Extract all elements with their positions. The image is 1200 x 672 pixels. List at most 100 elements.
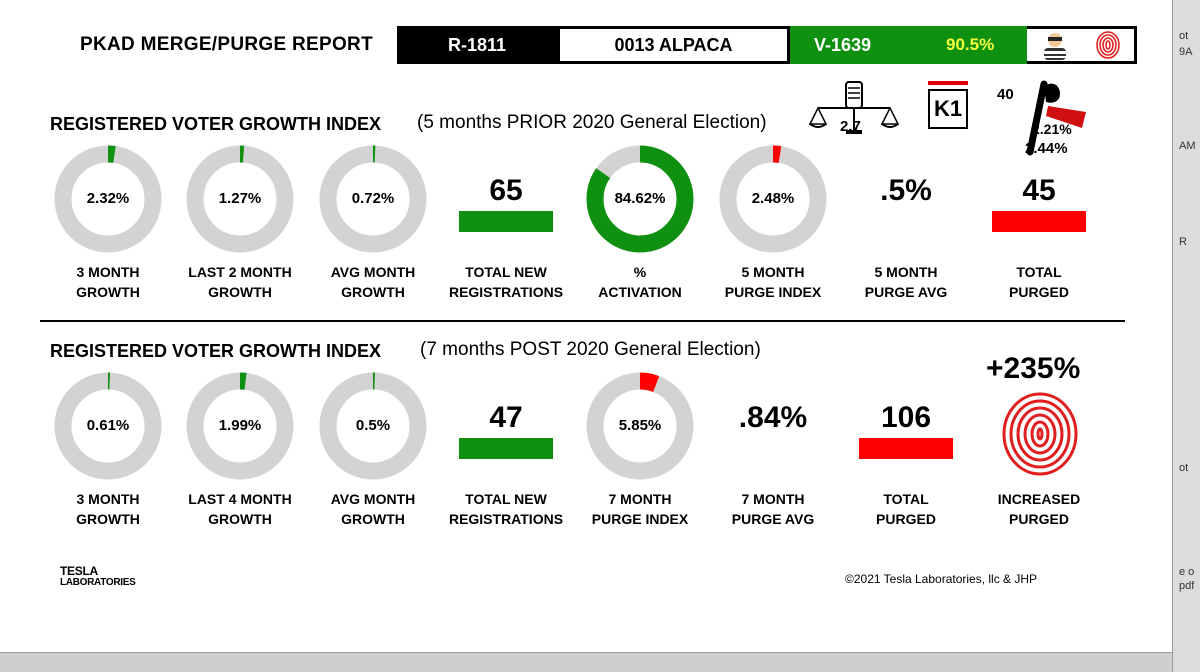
section-divider	[40, 320, 1125, 322]
flag-pct-1: 2.21%	[1032, 121, 1072, 137]
side-tab-1[interactable]: ot	[1179, 30, 1189, 42]
post-metric-1-caption: 3 MONTH GROWTH	[38, 489, 178, 529]
prior-metric-8-caption: TOTAL PURGED	[969, 262, 1109, 302]
r-code-box: R-1811	[397, 26, 557, 64]
prior-metric-6-value: 2.48%	[751, 190, 795, 207]
post-metric-5-caption-line2: PURGE INDEX	[591, 511, 689, 527]
post-metric-1-value: 0.61%	[86, 417, 130, 434]
post-metric-4-caption-line1: TOTAL NEW	[465, 491, 547, 507]
post-metric-7-bar	[859, 438, 953, 459]
prior-metric-2-value: 1.27%	[218, 190, 262, 207]
post-metric-3-caption-line1: AVG MONTH	[330, 491, 416, 507]
prior-metric-4-caption-line2: REGISTRATIONS	[448, 284, 564, 300]
prior-metric-2-caption: LAST 2 MONTH GROWTH	[170, 262, 310, 302]
post-metric-6-caption-line2: PURGE AVG	[731, 511, 815, 527]
post-metric-8-caption-line2: PURGED	[1009, 511, 1069, 527]
section-post-title: REGISTERED VOTER GROWTH INDEX	[50, 341, 382, 361]
post-metric-1-caption-line2: GROWTH	[76, 511, 140, 527]
post-metric-3-fill	[319, 372, 427, 480]
side-tab-4[interactable]: R	[1179, 236, 1187, 248]
v-code: V-1639	[814, 34, 872, 55]
post-metric-5-value: 5.85%	[618, 417, 662, 434]
prior-metric-1	[53, 144, 163, 254]
post-metric-3	[318, 371, 428, 481]
post-metric-4-value: 47	[489, 401, 523, 434]
flag-pct-2: 2.44%	[1025, 140, 1068, 157]
prior-metric-6-caption-line2: PURGE INDEX	[724, 284, 822, 300]
header-icons	[1027, 26, 1137, 64]
post-metric-5	[585, 371, 695, 481]
post-metric-7-caption-line1: TOTAL	[883, 491, 929, 507]
prior-metric-5-fill	[586, 145, 694, 253]
post-metric-1	[53, 371, 163, 481]
county-box: 0013 ALPACA	[557, 26, 790, 64]
post-metric-1-fill	[54, 372, 162, 480]
v-percentage: 90.5%	[946, 35, 995, 54]
post-metric-5-fill	[586, 372, 694, 480]
post-metric-4-caption: TOTAL NEW REGISTRATIONS	[436, 489, 576, 529]
burglar-icon	[1043, 33, 1066, 60]
prior-metric-6	[718, 144, 828, 254]
post-metric-3-caption: AVG MONTH GROWTH	[303, 489, 443, 529]
post-metric-4-caption-line2: REGISTRATIONS	[448, 511, 564, 527]
side-tab-3[interactable]: AM	[1179, 140, 1196, 152]
post-metric-5-caption: 7 MONTH PURGE INDEX	[570, 489, 710, 529]
prior-metric-6-fill	[719, 145, 827, 253]
prior-metric-8-bar	[992, 211, 1086, 232]
post-metric-6-caption-line1: 7 MONTH	[741, 491, 805, 507]
post-metric-5-caption-line1: 7 MONTH	[608, 491, 672, 507]
v-code-box: V-1639 90.5%	[790, 26, 1027, 64]
prior-metric-2-caption-line2: GROWTH	[208, 284, 272, 300]
prior-metric-4-caption: TOTAL NEW REGISTRATIONS	[436, 262, 576, 302]
scales-fist-icon	[808, 81, 900, 134]
prior-metric-5-value: 84.62%	[614, 190, 666, 207]
post-metric-3-caption-line2: GROWTH	[341, 511, 405, 527]
copyright-credit: ©2021 Tesla Laboratories, llc & JHP	[845, 572, 1038, 586]
prior-metric-1-value: 2.32%	[86, 190, 130, 207]
side-tab-2[interactable]: 9A	[1179, 46, 1193, 58]
prior-metric-4-value: 65	[489, 174, 523, 207]
prior-metric-3-caption-line2: GROWTH	[341, 284, 405, 300]
prior-metric-7-value: .5%	[880, 174, 932, 207]
k1-top-bar	[928, 81, 968, 85]
post-metric-2-caption: LAST 4 MONTH GROWTH	[170, 489, 310, 529]
post-metric-6-caption: 7 MONTH PURGE AVG	[703, 489, 843, 529]
prior-metric-5-caption-line1: %	[633, 264, 647, 280]
scale-value: 2.7	[840, 118, 861, 135]
post-metric-3-value: 0.5%	[355, 417, 391, 434]
post-metric-1-caption-line1: 3 MONTH	[76, 491, 140, 507]
prior-metric-2-fill	[186, 145, 294, 253]
section-post-subtitle: (7 months POST 2020 General Election)	[420, 339, 761, 360]
prior-metric-2	[185, 144, 295, 254]
post-metric-2-value: 1.99%	[218, 417, 262, 434]
report-title: PKAD MERGE/PURGE REPORT	[80, 34, 373, 55]
prior-metric-1-caption-line1: 3 MONTH	[76, 264, 140, 280]
prior-metric-6-caption-line1: 5 MONTH	[741, 264, 805, 280]
flag-count: 40	[997, 86, 1014, 103]
side-tab-5[interactable]: ot	[1179, 462, 1189, 474]
prior-metric-6-caption: 5 MONTH PURGE INDEX	[703, 262, 843, 302]
post-metric-4-bar	[459, 438, 553, 459]
post-metric-7-value: 106	[880, 401, 932, 434]
post-metric-2	[185, 371, 295, 481]
logo-line-2: LABORATORIES	[60, 577, 136, 588]
prior-metric-8-caption-line2: PURGED	[1009, 284, 1069, 300]
prior-metric-1-caption-line2: GROWTH	[76, 284, 140, 300]
prior-metric-4-bar	[459, 211, 553, 232]
section-prior-subtitle: (5 months PRIOR 2020 General Election)	[417, 112, 767, 133]
side-tab-7[interactable]: pdf	[1179, 580, 1195, 592]
flag-icon	[1026, 80, 1086, 156]
fingerprint-icon	[1096, 31, 1121, 59]
section-prior-title: REGISTERED VOTER GROWTH INDEX	[50, 114, 382, 134]
post-metric-8-caption-line1: INCREASED	[997, 491, 1081, 507]
prior-metric-4-caption-line1: TOTAL NEW	[465, 264, 547, 280]
side-tab-6[interactable]: e o	[1179, 566, 1195, 578]
logo-line-1: TESLA	[60, 564, 98, 578]
prior-metric-1-fill	[54, 145, 162, 253]
post-metric-7-caption: TOTAL PURGED	[836, 489, 976, 529]
bottom-scrollbar[interactable]	[0, 652, 1172, 672]
prior-metric-3-caption: AVG MONTH GROWTH	[303, 262, 443, 302]
prior-metric-3	[318, 144, 428, 254]
prior-metric-2-caption-line1: LAST 2 MONTH	[188, 264, 292, 280]
